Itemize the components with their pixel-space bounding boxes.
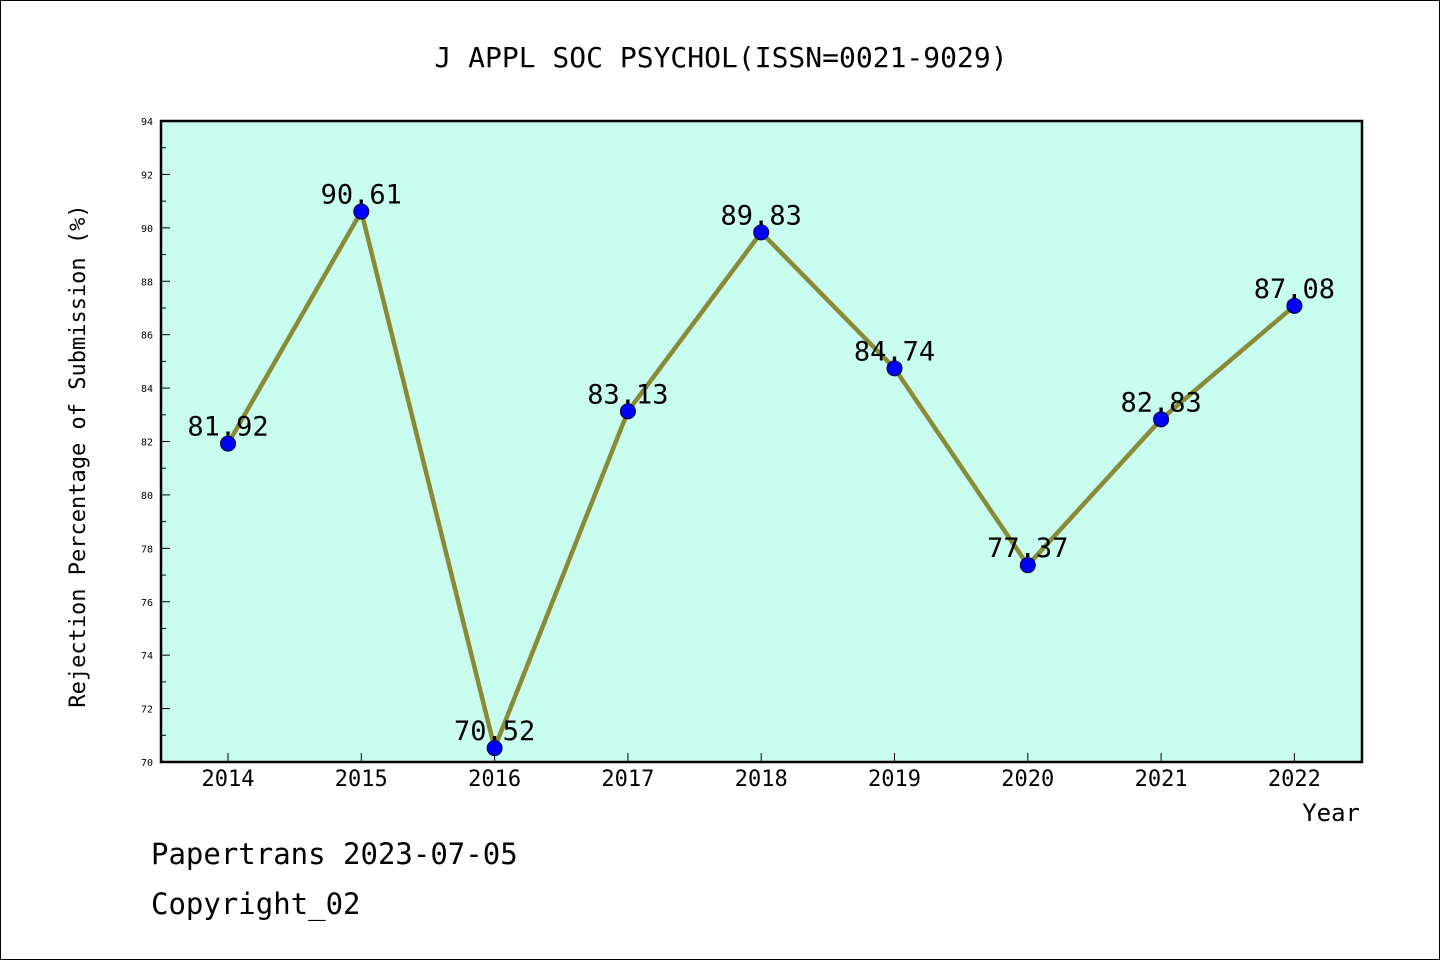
- data-label: 83.13: [587, 379, 668, 410]
- y-axis-label: Rejection Percentage of Submission (%): [66, 204, 91, 707]
- y-tick-label: 80: [141, 491, 153, 502]
- data-label: 87.08: [1254, 274, 1335, 305]
- y-tick-label: 88: [141, 277, 153, 288]
- data-point: [220, 435, 236, 452]
- footer-source: Papertrans 2023-07-05: [151, 837, 518, 871]
- y-tick-label: 72: [141, 705, 153, 716]
- data-point: [1019, 557, 1036, 574]
- x-tick-label: 2019: [868, 767, 921, 792]
- data-label: 77.37: [987, 533, 1068, 564]
- y-tick-label: 94: [141, 117, 153, 128]
- data-label: 82.83: [1120, 387, 1201, 418]
- y-tick-label: 90: [141, 224, 153, 235]
- data-point: [753, 224, 770, 241]
- data-point: [486, 740, 503, 757]
- data-label: 90.61: [321, 180, 402, 211]
- y-tick-label: 92: [141, 170, 153, 181]
- y-tick-label: 76: [141, 598, 153, 609]
- x-axis-ticks: 2014 2015 2016 2017 2018 2019 2020 2021 2022: [202, 753, 1321, 792]
- x-tick-label: 2016: [468, 767, 521, 792]
- data-label: 81.92: [187, 412, 268, 443]
- y-tick-label: 82: [141, 438, 153, 449]
- data-label: 70.52: [454, 716, 535, 747]
- y-tick-label: 84: [141, 384, 153, 395]
- y-tick-label: 74: [141, 651, 153, 662]
- x-tick-label: 2017: [601, 767, 654, 792]
- x-tick-label: 2015: [335, 767, 388, 792]
- x-tick-label: 2020: [1001, 767, 1054, 792]
- data-point: [353, 203, 370, 220]
- footer-copyright: Copyright_02: [151, 887, 361, 921]
- x-tick-label: 2014: [202, 767, 255, 792]
- chart-title: J APPL SOC PSYCHOL(ISSN=0021-9029): [434, 41, 1007, 74]
- data-point: [1286, 297, 1303, 314]
- data-label: 84.74: [854, 336, 935, 367]
- data-labels: 81.92 90.61 70.52 83.13 89.83 84.74 77.37 82.83…: [187, 180, 1335, 748]
- data-point: [1153, 411, 1170, 428]
- data-point: [619, 403, 636, 420]
- data-label: 89.83: [721, 200, 802, 231]
- series-markers: [220, 203, 1303, 757]
- y-tick-label: 70: [141, 758, 153, 769]
- plot-border: [159, 119, 1364, 764]
- y-tick-label: 78: [141, 544, 153, 555]
- data-point: [886, 360, 903, 377]
- x-tick-label: 2022: [1268, 767, 1321, 792]
- x-tick-label: 2018: [735, 767, 788, 792]
- x-axis-label: Year: [1302, 799, 1360, 827]
- y-tick-label: 86: [141, 331, 153, 342]
- y-axis-ticks: 70 72 74 76 78 80 82 84 86 88 90 92 94: [141, 117, 170, 769]
- x-tick-label: 2021: [1135, 767, 1188, 792]
